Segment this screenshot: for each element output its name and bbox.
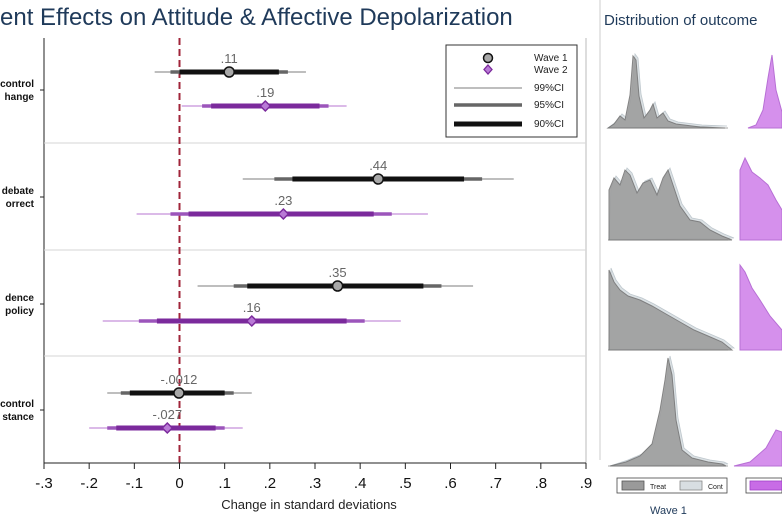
density-wave2-area-2: [739, 156, 782, 241]
density-wave1-label: Wave 1: [650, 505, 687, 517]
x-tick-label-4: .1: [218, 475, 231, 492]
legend-wave1-marker: [482, 52, 494, 64]
group-2-wave1-value-label: .44: [369, 158, 387, 173]
group-2-wave2-point: [277, 207, 290, 221]
group-3-wave2-value-label: .16: [243, 300, 261, 315]
density-legend-cont-swatch: [679, 480, 703, 491]
density-legend-cont-label: Cont: [708, 484, 723, 491]
row-label-2-line1: debate: [2, 186, 35, 197]
row-label-4-line1: control: [0, 399, 34, 410]
group-4-wave2-value-label: -.027: [152, 407, 182, 422]
legend-entry-2: 99%CI: [534, 83, 564, 94]
x-axis-label: Change in standard deviations: [221, 497, 397, 512]
group-1-wave1-point: [223, 66, 235, 78]
estimate-marks: control hange .11 .19 debate orrect .44 .23 denc…: [0, 51, 514, 435]
group-3-wave1-point: [331, 280, 344, 292]
row-label-1-line1: control: [0, 79, 34, 90]
density-treat-area-4: [609, 357, 727, 467]
row-label-3-line2: policy: [5, 306, 34, 317]
density-treat-area-3: [608, 269, 734, 351]
x-tick-label-5: .2: [264, 475, 277, 492]
group-4-wave1-value-label: -.0012: [161, 372, 198, 387]
x-axis: -.3 -.2 -.1 0 .1 .2 .3 .4 .5 .6 .7 .8 .9 Change in st…: [35, 462, 593, 512]
x-tick-label-7: .4: [354, 475, 367, 492]
x-tick-label-3: 0: [175, 475, 183, 492]
group-1-wave1-value-label: .11: [221, 51, 238, 66]
x-tick-label-10: .7: [489, 475, 502, 492]
group-1-wave2-point: [259, 99, 272, 113]
legend-entry-3: 95%CI: [534, 100, 564, 111]
group-separators: [44, 142, 586, 357]
group-1-wave2-value-label: .19: [256, 85, 274, 100]
x-tick-label-11: .8: [535, 475, 548, 492]
x-tick-label-0: -.3: [35, 475, 53, 492]
row-label-2-line2: orrect: [6, 199, 35, 210]
legend-entry-4: 90%CI: [534, 119, 564, 130]
legend-wave2-marker: [483, 64, 493, 75]
density-wave2-area-1: [747, 54, 782, 129]
distribution-panel-title: Distribution of outcome: [604, 12, 758, 29]
row-label-3-line1: dence: [5, 293, 34, 304]
x-tick-label-1: -.2: [80, 475, 98, 492]
x-tick-label-9: .6: [444, 475, 457, 492]
legend-entry-0: Wave 1: [534, 53, 568, 64]
density-wave2-area-3: [739, 263, 782, 351]
legend-entry-1: Wave 2: [534, 65, 568, 76]
group-2-wave2-value-label: .23: [274, 193, 292, 208]
group-3-wave1-value-label: .35: [329, 265, 347, 280]
x-tick-label-6: .3: [309, 475, 322, 492]
density-treat-area-2: [608, 168, 733, 241]
chart-title: ent Effects on Attitude & Affective Depo…: [0, 4, 513, 31]
density-treat-area-1: [606, 54, 726, 129]
group-4-wave1-point: [173, 387, 185, 399]
group-4-wave2-point: [161, 421, 174, 435]
x-tick-label-12: .9: [580, 475, 593, 492]
density-wave2-area-4: [733, 429, 782, 467]
density-panels: Treat Cont: [599, 0, 782, 494]
density-legend-wave2-swatch: [749, 480, 782, 491]
row-label-4-line2: stance: [2, 412, 34, 423]
x-tick-label-2: -.1: [126, 475, 144, 492]
group-3-wave2-point: [245, 314, 258, 328]
x-tick-label-8: .5: [399, 475, 412, 492]
group-2-wave1-point: [372, 173, 384, 185]
row-label-1-line2: hange: [5, 92, 35, 103]
density-legend-treat-swatch: [621, 480, 645, 491]
density-legend-treat-label: Treat: [650, 484, 666, 491]
